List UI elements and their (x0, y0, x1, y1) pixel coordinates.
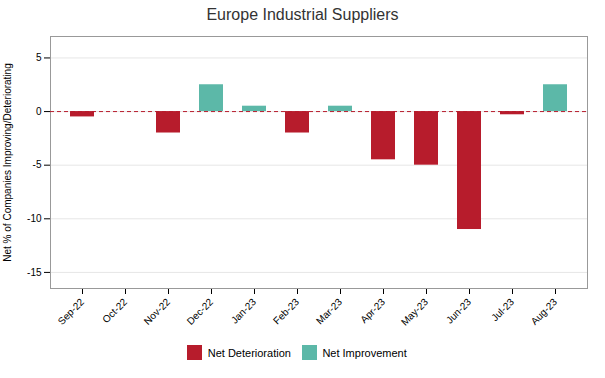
svg-text:-5: -5 (33, 159, 42, 170)
svg-text:Aug-23: Aug-23 (529, 296, 560, 327)
svg-text:Mar-23: Mar-23 (314, 296, 344, 326)
svg-text:Oct-22: Oct-22 (100, 296, 129, 325)
svg-text:May-23: May-23 (399, 296, 431, 328)
svg-text:Jun-23: Jun-23 (444, 296, 474, 326)
svg-text:5: 5 (36, 52, 42, 63)
svg-text:Jan-23: Jan-23 (229, 296, 259, 326)
html-text:Net Improvement: Net Improvement (322, 346, 407, 359)
svg-text:Net % of Companies Improving/D: Net % of Companies Improving/Deteriorati… (2, 63, 13, 261)
svg-text:Nov-22: Nov-22 (142, 296, 173, 327)
svg-text:Feb-23: Feb-23 (271, 296, 301, 326)
svg-text:-10: -10 (27, 213, 42, 224)
svg-text:Sep-22: Sep-22 (56, 296, 87, 327)
svg-text:Dec-22: Dec-22 (185, 296, 216, 327)
html-text:Net Deterioration: Net Deterioration (207, 346, 291, 359)
svg-text:Jul-23: Jul-23 (489, 296, 516, 323)
svg-text:0: 0 (36, 106, 42, 117)
svg-text:Apr-23: Apr-23 (358, 296, 387, 325)
svg-text:-15: -15 (27, 267, 42, 278)
html-text:Europe Industrial Suppliers: Europe Industrial Suppliers (206, 6, 399, 23)
